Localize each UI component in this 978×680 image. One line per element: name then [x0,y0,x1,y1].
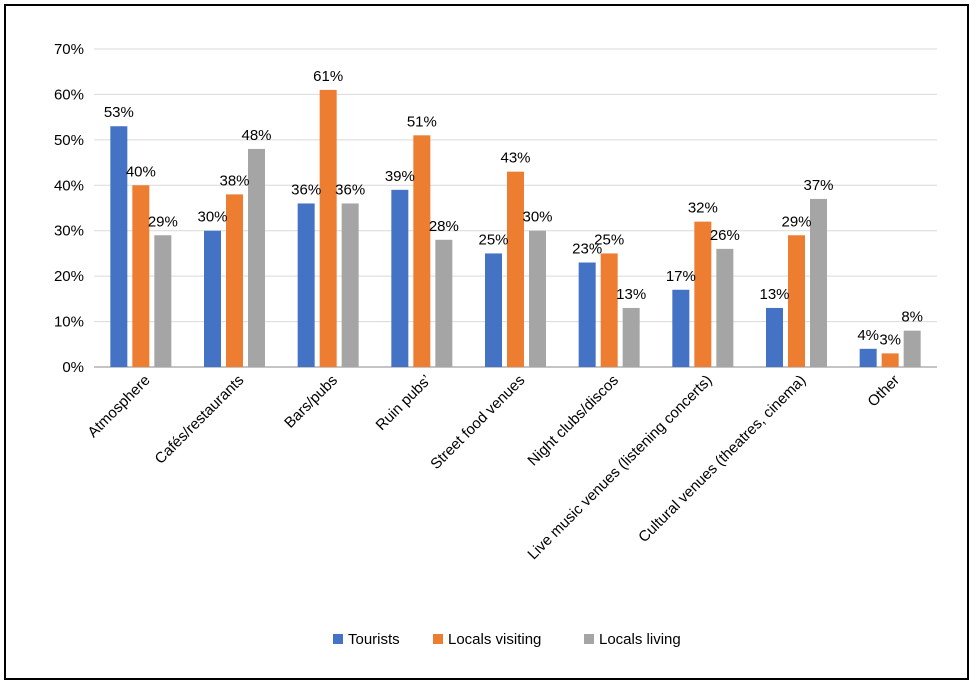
data-label: 13% [759,286,789,303]
bar-locals-visiting [788,235,805,367]
data-label: 8% [901,309,923,326]
bar-tourists [485,253,502,367]
data-label: 53% [104,104,134,121]
data-label: 36% [335,181,365,198]
bar-locals-living [341,203,359,367]
bar-locals-living [154,235,172,367]
x-tick-label: Night clubs/discos [524,372,622,470]
data-label: 37% [803,177,833,194]
data-label: 32% [688,200,718,217]
bar-locals-visiting [132,185,150,367]
data-label: 28% [429,218,459,235]
x-tick-label: Atmosphere [84,372,153,441]
y-tick-label: 40% [54,177,84,194]
bar-locals-visiting [413,135,431,367]
x-tick-label: Cultural venues (theatres, cinema) [635,372,809,546]
bar-tourists [297,203,315,367]
data-label: 43% [500,150,530,167]
data-label: 29% [781,213,811,230]
bar-locals-living [529,230,546,367]
legend-label: Tourists [348,631,400,648]
x-tick-label: Other [864,372,903,411]
data-label: 30% [522,209,552,226]
data-label: 26% [710,227,740,244]
bar-tourists [859,348,877,367]
bar-locals-visiting [881,353,899,367]
legend-swatch [333,634,343,644]
y-tick-label: 60% [54,86,84,103]
y-tick-label: 0% [62,359,84,376]
x-tick-label: Ruin pubs’ [373,372,435,434]
y-axis: 0% 10% 20% 30% 40% 50% 60% 70% [54,41,84,376]
data-label: 39% [385,168,415,185]
legend-label: Locals visiting [448,631,541,648]
x-tick-label: Cafés/restaurants [152,372,248,468]
y-tick-label: 70% [54,41,84,58]
data-label: 23% [572,241,602,258]
bar-locals-living [435,239,453,367]
bar-locals-living [248,148,265,367]
bar-locals-visiting [319,89,337,367]
data-label: 40% [126,163,156,180]
bar-locals-living [716,248,734,367]
x-tick-label: Street food venues [427,372,528,473]
legend-swatch [433,634,443,644]
legend: Tourists Locals visiting Locals living [333,631,681,648]
data-label: 38% [219,172,249,189]
data-label: 29% [148,213,178,230]
bar-tourists [110,126,128,367]
bar-locals-living [903,330,921,367]
x-tick-label: Live music venues (listening concerts) [524,372,715,563]
data-label: 61% [313,68,343,85]
bar-tourists [204,230,221,367]
bar-tourists [672,289,690,367]
bars [110,89,921,367]
y-tick-label: 30% [54,223,84,240]
data-label: 25% [478,231,508,248]
data-label: 30% [197,209,227,226]
bar-locals-visiting [600,253,618,367]
bar-locals-visiting [694,221,712,367]
y-tick-label: 20% [54,268,84,285]
data-label: 25% [594,231,624,248]
data-label: 3% [879,331,901,348]
bar-locals-visiting [226,194,243,367]
bar-tourists [578,262,596,367]
legend-label: Locals living [599,631,681,648]
bar-tourists [766,307,783,367]
data-label: 51% [407,113,437,130]
data-labels: 53%30%36%39%25%23%17%13%4%40%38%61%51%43… [104,68,923,348]
data-label: 4% [857,327,879,344]
data-label: 36% [291,181,321,198]
bar-locals-living [810,198,827,367]
data-label: 13% [616,286,646,303]
x-tick-label: Bars/pubs [281,372,341,432]
data-label: 17% [666,268,696,285]
y-tick-label: 10% [54,314,84,331]
bar-locals-visiting [507,171,524,367]
bar-tourists [391,189,409,367]
data-label: 48% [241,127,271,144]
y-tick-label: 50% [54,132,84,149]
legend-swatch [584,634,594,644]
bar-locals-living [622,307,640,367]
